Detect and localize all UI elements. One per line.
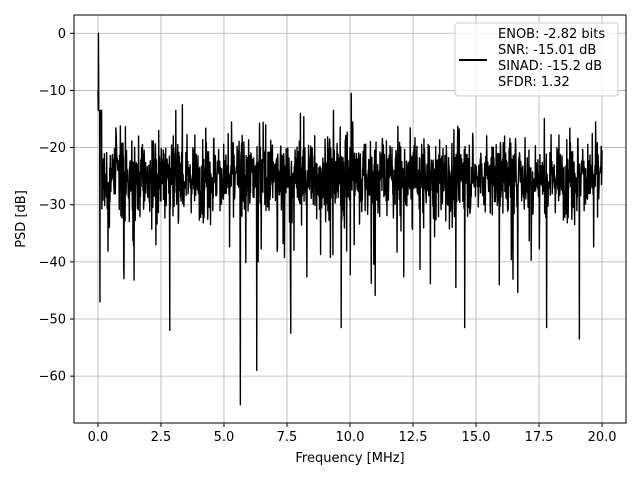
x-axis-label: Frequency [MHz] [295,451,404,466]
psd-series-line [97,32,603,406]
legend: ENOB: -2.82 bits SNR: -15.01 dB SINAD: -… [454,22,619,97]
y-tick-label: 0 [58,27,66,42]
legend-entry-sfdr: SFDR: 1.32 [498,75,570,90]
legend-entry-sinad: SINAD: -15.2 dB [498,59,602,74]
x-tick-label: 5.0 [214,430,235,445]
y-axis-ticks: 0 −10 −20 −30 −40 −50 −60 [39,27,74,385]
y-tick-label: −10 [39,84,66,99]
y-tick-label: −20 [39,141,66,156]
x-tick-label: 20.0 [588,430,617,445]
x-tick-label: 15.0 [462,430,491,445]
y-tick-label: −50 [39,313,66,328]
x-tick-label: 7.5 [277,430,298,445]
x-tick-label: 17.5 [525,430,554,445]
x-axis-ticks: 0.0 2.5 5.0 7.5 10.0 12.5 15.0 17.5 20.0 [88,423,617,445]
x-tick-label: 2.5 [151,430,172,445]
legend-entry-enob: ENOB: -2.82 bits [498,27,605,42]
y-tick-label: −60 [39,370,66,385]
y-tick-label: −40 [39,255,66,270]
x-tick-label: 0.0 [88,430,109,445]
plot-area [97,32,603,406]
y-tick-label: −30 [39,198,66,213]
x-tick-label: 10.0 [336,430,365,445]
y-axis-label: PSD [dB] [14,190,29,248]
x-tick-label: 12.5 [399,430,428,445]
legend-entry-snr: SNR: -15.01 dB [498,43,596,58]
legend-box [454,22,619,97]
